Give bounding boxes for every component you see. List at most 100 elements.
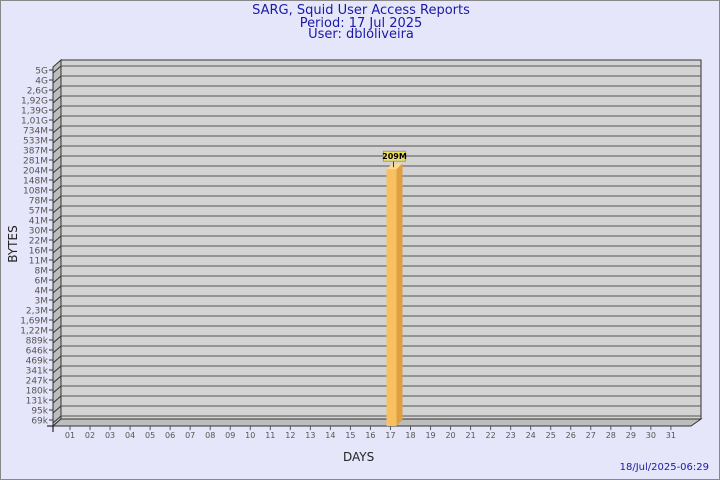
x-tick-label: 17 [385,431,395,440]
y-tick-label: 16M [29,247,48,257]
plot-back-wall [60,59,702,420]
x-tick-label: 18 [405,431,415,440]
plot-floor [51,418,703,427]
y-tick-label: 4M [35,287,49,297]
x-tick-label: 24 [526,431,536,440]
data-label-box [382,150,406,162]
y-tick-label: 387M [23,147,48,157]
x-tick-label: 05 [145,431,155,440]
y-tick-label: 3M [35,297,49,307]
gridline-side [52,265,62,274]
gridline-side [52,235,62,244]
gridline-side [52,115,62,124]
chart-user: User: dbloliveira [308,27,414,42]
gridline-side [52,215,62,224]
y-tick-label: 57M [29,207,48,217]
y-axis-label: BYTES [6,225,20,263]
y-tick-label: 2,3M [26,307,48,317]
gridline-side [52,365,62,374]
gridline-side [52,355,62,364]
gridline-side [52,335,62,344]
gridline-side [52,275,62,284]
y-tick-label: 341k [26,367,49,377]
x-axis-label: DAYS [343,450,375,464]
bar [386,169,397,426]
x-tick-label: 23 [506,431,516,440]
x-tick-label: 11 [265,431,275,440]
bar-side [396,163,403,426]
x-tick-label: 02 [85,431,95,440]
gridline-side [52,125,62,134]
y-tick-label: 734M [23,127,48,137]
gridline-side [52,185,62,194]
x-tick-label: 12 [285,431,295,440]
y-tick-label: 1,92G [21,97,48,107]
x-tick-label: 06 [165,431,175,440]
gridline-side [52,305,62,314]
y-tick-label: 11M [29,257,48,267]
y-tick-label: 108M [23,187,48,197]
y-tick-label: 1,01G [21,117,48,127]
plot-left-wall [52,58,62,428]
gridline-side [52,75,62,84]
x-tick-label: 20 [445,431,455,440]
x-tick-label: 25 [546,431,556,440]
y-tick-label: 247k [26,377,49,387]
y-tick-label: 41M [29,217,48,227]
y-tick-label: 4G [35,77,48,87]
x-tick-label: 15 [345,431,355,440]
gridline-side [52,155,62,164]
y-tick-label: 204M [23,167,48,177]
bar-top [386,163,403,170]
gridline-side [52,145,62,154]
x-tick-label: 30 [646,431,656,440]
gridline-side [52,345,62,354]
x-tick-label: 21 [466,431,476,440]
x-tick-label: 08 [205,431,215,440]
y-tick-label: 1,69M [20,317,48,327]
gridline-side [52,165,62,174]
x-tick-label: 22 [486,431,496,440]
gridline-side [52,105,62,114]
x-tick-label: 29 [626,431,636,440]
x-tick-label: 19 [425,431,435,440]
y-tick-label: 5G [35,67,48,77]
gridline-side [52,395,62,404]
x-tick-label: 14 [325,431,335,440]
x-tick-label: 01 [65,431,75,440]
x-tick-label: 31 [666,431,676,440]
y-tick-label: 148M [23,177,48,187]
y-tick-label: 533M [23,137,48,147]
x-tick-label: 16 [365,431,375,440]
gridline-side [52,415,62,424]
gridline-side [52,375,62,384]
gridline-side [52,405,62,414]
y-tick-label: 281M [23,157,48,167]
y-tick-label: 69k [31,417,48,427]
gridline-side [52,85,62,94]
gridline-side [52,175,62,184]
y-tick-label: 95k [31,407,48,417]
y-tick-label: 180k [26,387,49,397]
gridline-side [52,95,62,104]
y-tick-label: 1,22M [20,327,48,337]
x-tick-label: 10 [245,431,255,440]
y-tick-label: 78M [29,197,48,207]
gridline-side [52,245,62,254]
x-tick-label: 26 [566,431,576,440]
gridline-side [52,285,62,294]
gridline-side [52,325,62,334]
x-tick-label: 09 [225,431,235,440]
chart-period: Period: 17 Jul 2025 [299,16,423,31]
x-tick-label: 27 [586,431,596,440]
x-tick-label: 28 [606,431,616,440]
y-tick-label: 2,6G [27,87,48,97]
gridline-side [52,65,62,74]
gridline-side [52,295,62,304]
x-tick-label: 13 [305,431,315,440]
y-tick-label: 1,39G [21,107,48,117]
x-tick-label: 03 [105,431,115,440]
y-tick-label: 889k [26,337,49,347]
y-tick-label: 469k [26,357,49,367]
